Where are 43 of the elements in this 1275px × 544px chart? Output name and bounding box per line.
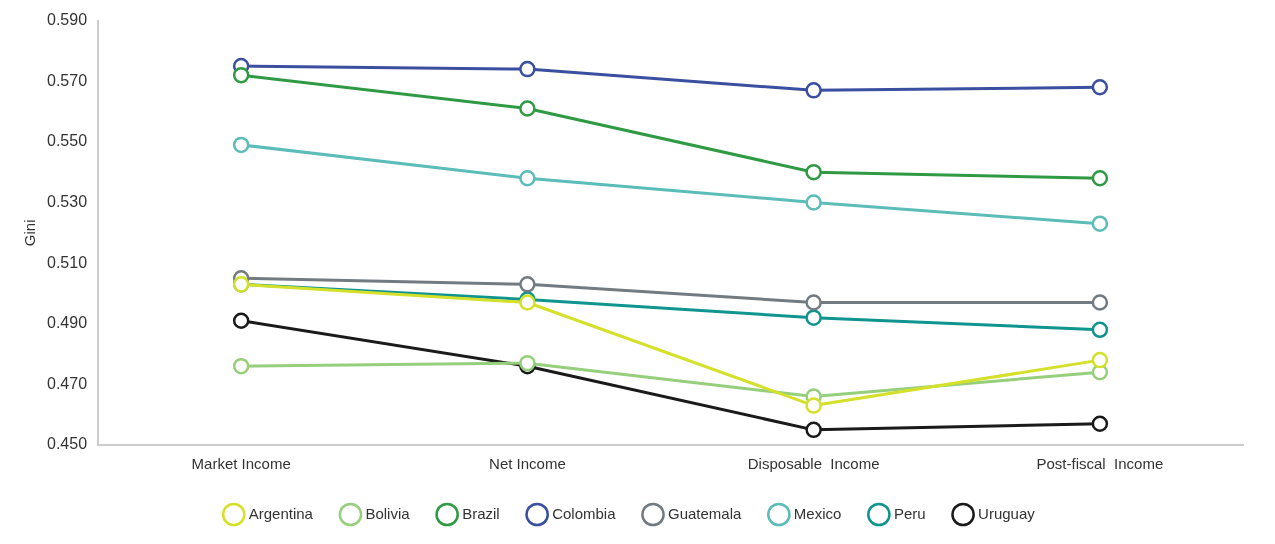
point	[519, 169, 536, 187]
legend-label: Guatemala	[668, 504, 743, 522]
point	[1091, 415, 1109, 433]
point	[805, 194, 822, 211]
point	[232, 357, 250, 375]
point	[1091, 294, 1109, 311]
legend-label: Mexico	[793, 504, 842, 522]
point	[1091, 79, 1109, 96]
point	[805, 294, 822, 311]
point	[232, 66, 250, 84]
point	[232, 312, 250, 329]
legend-label: Argentina	[248, 504, 314, 522]
point	[232, 136, 250, 154]
point	[805, 421, 822, 439]
point	[1091, 321, 1109, 339]
y-tick-label: 0.570	[46, 71, 88, 89]
point	[805, 163, 822, 181]
x-tick-label: Market Income	[191, 455, 291, 473]
point	[1091, 215, 1109, 232]
legend-label: Bolivia	[365, 504, 411, 522]
point	[519, 60, 536, 78]
point	[519, 276, 536, 293]
legend-label: Peru	[893, 504, 926, 522]
point	[519, 100, 536, 117]
x-tick-label: Post-fiscal Income	[1036, 455, 1164, 473]
y-tick-label: 0.450	[46, 435, 88, 453]
y-axis-title: Gini	[21, 219, 39, 247]
y-tick-label: 0.490	[46, 314, 88, 332]
point	[1091, 351, 1109, 369]
y-tick-label: 0.510	[46, 253, 88, 271]
legend-label: Brazil	[462, 504, 500, 522]
x-tick-label: Disposable Income	[747, 455, 880, 473]
point	[1091, 169, 1109, 187]
y-tick-label: 0.590	[46, 11, 88, 29]
point	[805, 397, 822, 414]
point	[805, 309, 822, 326]
point	[805, 82, 822, 99]
y-tick-label: 0.550	[46, 132, 88, 150]
legend-label: Colombia	[552, 504, 617, 522]
x-tick-label: Net Income	[489, 455, 566, 473]
y-tick-label: 0.530	[46, 192, 88, 210]
legend-label: Uruguay	[978, 504, 1036, 522]
y-tick-label: 0.470	[46, 374, 88, 392]
